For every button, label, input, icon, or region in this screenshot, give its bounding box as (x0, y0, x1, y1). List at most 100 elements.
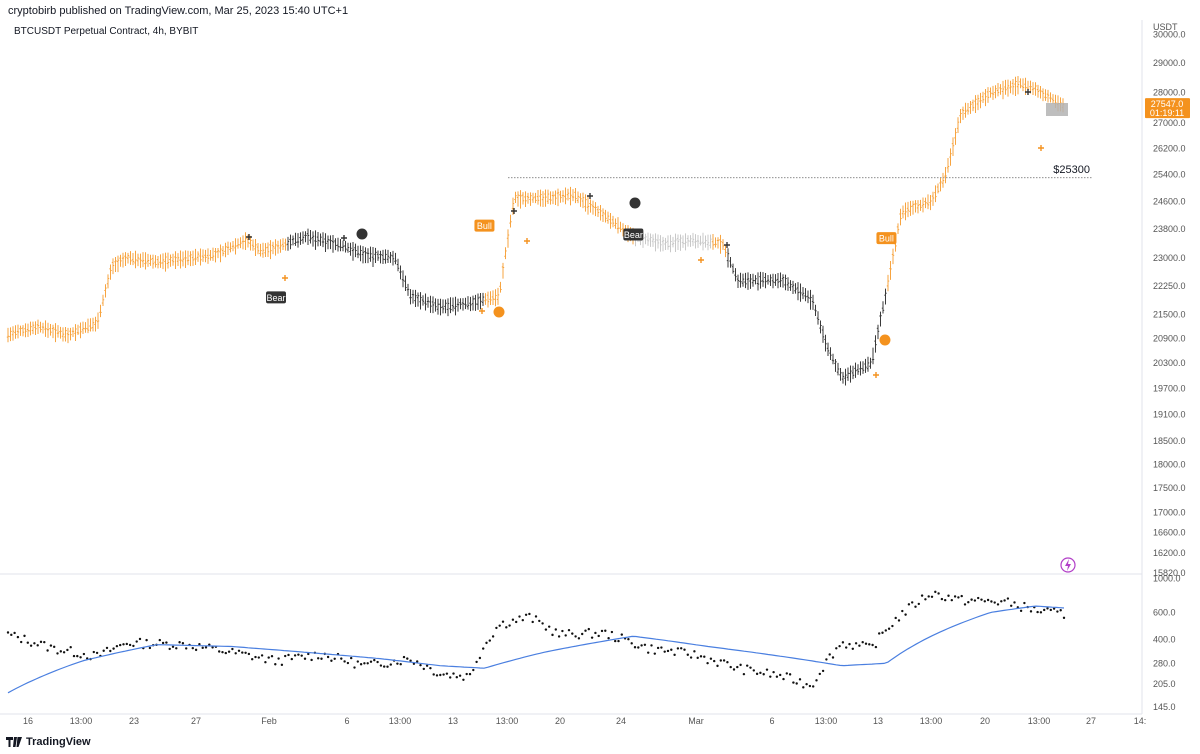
oscillator-dot (158, 638, 161, 642)
time-tick-label: 27 (1086, 716, 1096, 726)
time-tick-label: 16 (23, 716, 33, 726)
oscillator-dot (247, 652, 251, 656)
oscillator-dot (920, 594, 924, 597)
price-tick-label: 29000.0 (1153, 58, 1186, 68)
oscillator-dot (6, 631, 10, 634)
signal-label: Bear (624, 230, 643, 240)
time-tick-label: 6 (344, 716, 349, 726)
oscillator-dot (970, 598, 973, 601)
oscillator-dot (557, 635, 561, 638)
oscillator-dot (716, 664, 719, 668)
time-tick-label: 13 (448, 716, 458, 726)
price-tick-label: 21500.0 (1153, 310, 1186, 320)
oscillator-dot (366, 662, 369, 665)
oscillator-dot (386, 665, 389, 668)
oscillator-dot (689, 656, 693, 659)
price-tick-label: 18500.0 (1153, 436, 1186, 446)
oscillator-dot (251, 657, 254, 661)
oscillator-dot (201, 646, 204, 650)
oscillator-dot (224, 651, 227, 655)
oscillator-dot (379, 664, 383, 667)
oscillator-dot (350, 656, 353, 660)
oscillator-dot (749, 666, 752, 669)
oscillator-dot (429, 666, 432, 670)
oscillator-dot (501, 620, 505, 623)
lightning-icon-bolt (1065, 559, 1071, 571)
oscillator-dot (468, 672, 472, 676)
osc-tick-label: 400.0 (1153, 634, 1176, 644)
oscillator-dot (20, 640, 23, 644)
signal-label-box (474, 219, 495, 232)
oscillator-dot (39, 640, 43, 644)
oscillator-dot (782, 677, 785, 681)
oscillator-dot (911, 601, 914, 604)
price-tick-label: 28000.0 (1153, 87, 1186, 97)
oscillator-dot (934, 590, 937, 594)
oscillator-dot (805, 682, 808, 686)
oscillator-dot (23, 634, 26, 638)
price-tick-label: 26200.0 (1153, 143, 1186, 153)
signal-dot (879, 334, 891, 346)
time-tick-label: 20 (555, 716, 565, 726)
oscillator-dot (491, 635, 495, 638)
price-tick-label: 18000.0 (1153, 459, 1186, 469)
oscillator-dot (878, 632, 881, 635)
oscillator-dot (1062, 616, 1066, 620)
oscillator-dot (297, 653, 300, 656)
oscillator-dot (1049, 608, 1053, 612)
signal-label: Bull (477, 221, 492, 231)
oscillator-dot (894, 616, 897, 620)
oscillator-dot (343, 660, 346, 663)
time-tick-label: 20 (980, 716, 990, 726)
price-tick-label: 23800.0 (1153, 224, 1186, 234)
oscillator-dot (884, 629, 887, 632)
price-tick-label: 24600.0 (1153, 196, 1186, 206)
oscillator-dot (838, 644, 841, 648)
oscillator-dot (812, 685, 815, 688)
oscillator-dot (125, 642, 128, 646)
oscillator-dot (505, 626, 508, 629)
oscillator-dot (901, 609, 904, 613)
oscillator-dot (637, 646, 640, 649)
oscillator-dot (696, 656, 699, 660)
oscillator-dot (610, 630, 614, 634)
price-tick-label: 19700.0 (1153, 383, 1186, 393)
signal-cross (282, 275, 288, 281)
oscillator-dot (1056, 610, 1059, 613)
oscillator-dot (772, 670, 775, 674)
price-axis-unit: USDT (1153, 22, 1178, 32)
price-tick-label: 27000.0 (1153, 118, 1186, 128)
oscillator-dot (683, 648, 686, 651)
oscillator-dot (511, 618, 515, 621)
oscillator-dot (488, 639, 491, 642)
oscillator-dot (274, 663, 277, 666)
oscillator-dot (640, 644, 643, 647)
oscillator-dot (887, 627, 891, 630)
oscillator-dot (762, 673, 765, 676)
oscillator-dot (432, 673, 435, 676)
oscillator-dot (676, 647, 680, 650)
oscillator-dot (673, 653, 676, 657)
time-tick-label: Mar (688, 716, 704, 726)
oscillator-dot (656, 646, 660, 650)
time-tick-label: 27 (191, 716, 201, 726)
signal-cross (724, 242, 730, 248)
oscillator-dot (607, 636, 610, 640)
oscillator-dot (769, 675, 772, 678)
oscillator-dot (86, 657, 89, 660)
oscillator-dot (996, 603, 1000, 606)
oscillator-dot (739, 663, 742, 667)
oscillator-dot (937, 592, 940, 595)
oscillator-dot (845, 646, 848, 649)
oscillator-dot (779, 673, 782, 677)
oscillator-dot (237, 649, 241, 652)
oscillator-dot (465, 672, 468, 676)
oscillator-dot (66, 648, 69, 652)
oscillator-dot (105, 646, 109, 650)
signal-cross (479, 308, 485, 314)
oscillator-dot (947, 594, 950, 597)
oscillator-dot (729, 665, 732, 669)
oscillator-dot (759, 671, 762, 675)
oscillator-dot (967, 601, 970, 604)
